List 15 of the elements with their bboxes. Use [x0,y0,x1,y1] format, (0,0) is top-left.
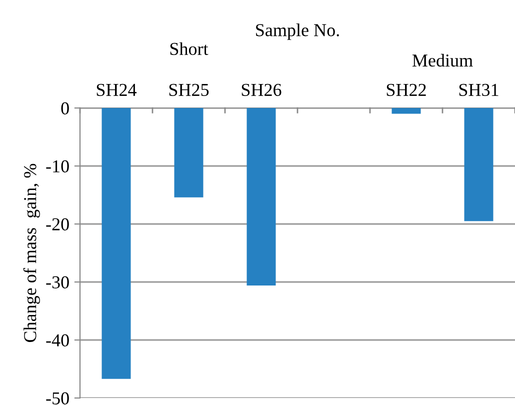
x-tick-label: SH24 [96,84,137,96]
y-tick-label: -40 [46,334,69,346]
y-tick-label: -10 [46,160,69,172]
y-tick-label: -30 [46,276,69,288]
y-axis-title: Change of mass gain, % [23,164,40,342]
x-axis-title: Sample No. [256,24,339,40]
x-tick-label: SH25 [169,84,209,96]
y-tick-label: 0 [61,102,69,114]
x-tick-label: SH31 [459,84,498,96]
x-tick-label: SH26 [242,84,282,96]
x-tick-label: SH22 [386,84,426,96]
y-tick-label: -20 [46,218,69,230]
text: Short [170,42,208,56]
text: Medium [412,54,473,67]
y-tick-label: -50 [46,392,69,404]
